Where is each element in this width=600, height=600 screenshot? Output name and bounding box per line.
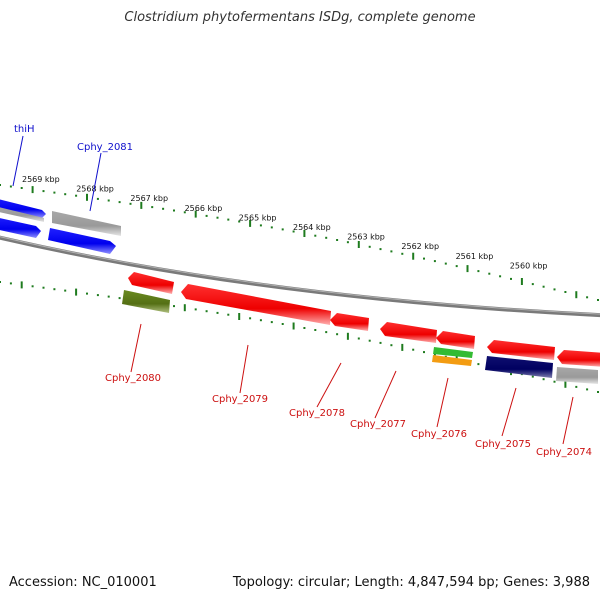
topology-label: Topology: circular; Length: 4,847,594 bp… [232, 575, 590, 590]
map-title: Clostridium phytofermentans ISDg, comple… [124, 10, 476, 25]
gene-thiH-feature[interactable] [0, 197, 46, 218]
gene-cphy-2081-pseudo-feature[interactable] [52, 211, 121, 236]
scale-label: 2560 kbp [510, 261, 548, 270]
gene-cphy-2080-feature[interactable] [128, 272, 174, 294]
reverse-strand-genes [122, 272, 600, 384]
scale-label: 2565 kbp [239, 213, 277, 222]
gene-label[interactable]: Cphy_2077 [350, 419, 406, 430]
gene-thiH-pseudo-feature[interactable] [0, 205, 44, 222]
inner-tick-ring [0, 281, 599, 393]
scale-label: 2569 kbp [22, 175, 60, 184]
label-leaders [12, 135, 574, 445]
gene-thiH-lower-feature[interactable] [0, 216, 41, 238]
gene-cphy-2079-feature[interactable] [181, 284, 331, 325]
leader-cphy-2078 [316, 362, 342, 408]
scale-labels: 2569 kbp 2568 kbp 2567 kbp 2566 kbp 2565 kbp… [22, 175, 548, 270]
scale-label: 2563 kbp [347, 233, 385, 242]
gene-cphy-2076-feature[interactable] [436, 331, 475, 349]
gene-label[interactable]: Cphy_2074 [536, 447, 592, 458]
leader-cphy-2080 [130, 323, 142, 373]
gene-cphy-2076-orange-feature[interactable] [432, 355, 472, 366]
gene-cphy-2074-pseudo-feature[interactable] [556, 367, 598, 384]
leader-cphy-2075 [501, 387, 517, 437]
gene-label[interactable]: Cphy_2081 [77, 142, 133, 153]
gene-cphy-2080-olive-feature[interactable] [122, 290, 170, 313]
scale-label: 2566 kbp [185, 204, 223, 213]
gene-labels: thiH Cphy_2081 Cphy_2080 Cphy_2079 Cphy_… [14, 124, 592, 458]
gene-label[interactable]: Cphy_2080 [105, 373, 161, 384]
gene-cphy-2074-red-feature[interactable] [557, 350, 600, 367]
leader-thiH [12, 135, 24, 187]
genome-backbone-highlight [0, 236, 600, 315]
leader-cphy-2077 [374, 370, 397, 419]
gene-cphy-2077-feature[interactable] [380, 322, 437, 343]
gene-cphy-2081-feature[interactable] [48, 228, 116, 254]
gene-label[interactable]: thiH [14, 124, 35, 135]
scale-label: 2568 kbp [76, 185, 114, 194]
scale-label: 2564 kbp [293, 223, 331, 232]
gene-label[interactable]: Cphy_2076 [411, 429, 467, 440]
gene-label[interactable]: Cphy_2079 [212, 394, 268, 405]
genome-backbone [0, 235, 600, 318]
gene-label[interactable]: Cphy_2075 [475, 439, 531, 450]
accession-label: Accession: NC_010001 [9, 575, 157, 590]
scale-label: 2561 kbp [456, 252, 494, 261]
gene-cphy-2078-feature[interactable] [330, 313, 369, 331]
leader-cphy-2079 [239, 344, 249, 394]
leader-cphy-2076 [436, 377, 449, 428]
gene-cphy-2075-feature[interactable] [485, 356, 553, 378]
gene-label[interactable]: Cphy_2078 [289, 408, 345, 419]
outer-tick-ring [0, 184, 599, 301]
scale-label: 2567 kbp [130, 194, 168, 203]
gene-cphy-2076-green-feature[interactable] [433, 347, 473, 358]
forward-strand-genes [0, 197, 121, 254]
leader-cphy-2074 [562, 396, 574, 445]
leader-cphy-2081 [89, 152, 102, 212]
gene-cphy-2075-red-feature[interactable] [487, 340, 555, 360]
scale-label: 2562 kbp [401, 242, 439, 251]
